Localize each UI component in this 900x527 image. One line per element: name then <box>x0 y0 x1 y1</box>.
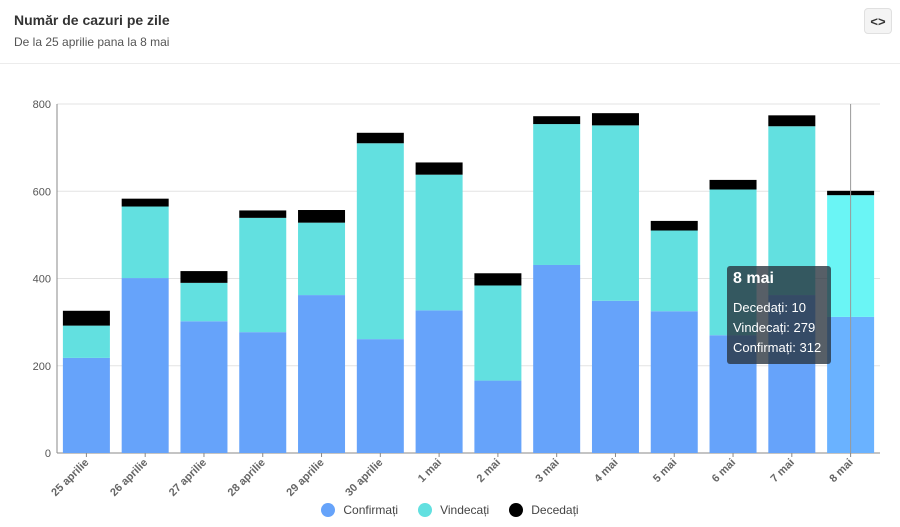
x-category-label: 29 aprilie <box>284 457 326 499</box>
bar-vindecati[interactable] <box>298 222 346 296</box>
bar-confirmati[interactable] <box>121 278 169 453</box>
bar-decedati[interactable] <box>180 271 228 283</box>
legend-label-confirmati: Confirmați <box>343 503 399 517</box>
bar-decedati[interactable] <box>650 220 698 231</box>
bar-confirmati[interactable] <box>298 295 346 453</box>
bar-decedati[interactable] <box>121 198 169 207</box>
tooltip-row-confirmati: Confirmați: 312 <box>733 340 822 355</box>
bar-decedati[interactable] <box>591 113 639 126</box>
chart-title: Număr de cazuri pe zile <box>14 12 170 28</box>
bar-vindecati[interactable] <box>121 206 169 279</box>
bar-vindecati[interactable] <box>591 125 639 301</box>
bar-confirmati[interactable] <box>533 264 581 453</box>
x-category-label: 3 mai <box>533 457 561 485</box>
x-category-label: 5 mai <box>651 457 679 485</box>
bar-decedati[interactable] <box>415 162 463 175</box>
tooltip-row-decedati: Decedați: 10 <box>733 300 807 315</box>
tooltip-label: Confirmați <box>733 340 793 355</box>
x-category-label: 28 aprilie <box>226 457 268 499</box>
bar-vindecati[interactable] <box>650 230 698 312</box>
bar-decedati[interactable] <box>356 132 404 144</box>
y-tick-label: 200 <box>33 361 51 373</box>
bar-confirmati[interactable] <box>62 357 110 453</box>
bar-vindecati[interactable] <box>356 143 404 340</box>
bar-confirmati[interactable] <box>650 311 698 453</box>
x-category-label: 7 mai <box>769 457 797 485</box>
x-category-label: 1 mai <box>416 457 444 485</box>
bar-confirmati[interactable] <box>591 300 639 453</box>
x-category-label: 30 aprilie <box>343 457 385 499</box>
y-tick-label: 800 <box>33 99 51 111</box>
x-category-label: 8 mai <box>827 457 855 485</box>
bar-decedati[interactable] <box>533 116 581 125</box>
legend-item-decedati[interactable]: Decedați <box>509 503 579 517</box>
header-divider <box>0 63 900 64</box>
legend-label-vindecati: Vindecați <box>440 503 490 517</box>
y-tick-label: 600 <box>33 186 51 198</box>
bar-confirmati[interactable] <box>415 310 463 453</box>
bar-vindecati[interactable] <box>533 124 581 265</box>
bar-decedati[interactable] <box>62 310 110 326</box>
tooltip-value: 312 <box>799 340 822 355</box>
bar-confirmati[interactable] <box>356 339 404 453</box>
legend-swatch-confirmati <box>321 503 336 517</box>
tooltip-value: 10 <box>791 300 807 315</box>
x-category-label: 6 mai <box>710 457 738 485</box>
bar-decedati[interactable] <box>474 273 522 286</box>
x-category-label: 2 mai <box>475 457 503 485</box>
chart-subtitle: De la 25 aprilie pana la 8 mai <box>14 35 170 49</box>
bar-vindecati[interactable] <box>474 285 522 381</box>
legend-label-decedati: Decedați <box>531 503 579 517</box>
legend-swatch-vindecati <box>418 503 433 517</box>
bar-confirmati[interactable] <box>474 380 522 453</box>
legend-item-confirmati[interactable]: Confirmați <box>321 503 398 517</box>
y-tick-label: 0 <box>45 448 51 460</box>
bar-vindecati[interactable] <box>62 325 110 358</box>
bar-confirmati[interactable] <box>180 321 228 453</box>
bar-decedati[interactable] <box>768 115 816 127</box>
bar-decedati[interactable] <box>239 210 287 218</box>
code-icon: <> <box>870 13 886 29</box>
x-category-label: 27 aprilie <box>167 457 209 499</box>
chart-tooltip: 8 mai Decedați: 10 Vindecați: 279 Confir… <box>727 266 831 364</box>
chart-legend: Confirmați Vindecați Decedați <box>0 503 900 517</box>
x-category-label: 4 mai <box>592 457 620 485</box>
x-category-label: 25 aprilie <box>49 457 91 499</box>
bar-vindecati[interactable] <box>239 217 287 333</box>
tooltip-label: Decedați <box>733 300 785 315</box>
y-tick-label: 400 <box>33 274 51 286</box>
tooltip-label: Vindecați <box>733 320 787 335</box>
embed-code-button[interactable]: <> <box>864 8 892 34</box>
tooltip-title: 8 mai <box>733 270 774 287</box>
bar-confirmati[interactable] <box>239 332 287 453</box>
bar-decedati[interactable] <box>709 179 757 190</box>
x-category-label: 26 aprilie <box>108 457 150 499</box>
bar-decedati[interactable] <box>298 210 346 223</box>
legend-item-vindecati[interactable]: Vindecați <box>418 503 489 517</box>
bar-vindecati[interactable] <box>415 174 463 311</box>
tooltip-row-vindecati: Vindecați: 279 <box>733 320 816 335</box>
tooltip-value: 279 <box>793 320 816 335</box>
bar-vindecati[interactable] <box>180 282 228 322</box>
legend-swatch-decedati <box>509 503 524 517</box>
